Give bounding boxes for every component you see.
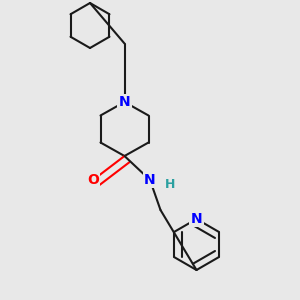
Text: O: O xyxy=(87,173,99,187)
Text: N: N xyxy=(144,173,156,187)
Text: N: N xyxy=(191,212,202,226)
Text: H: H xyxy=(165,178,175,191)
Text: N: N xyxy=(119,95,130,109)
